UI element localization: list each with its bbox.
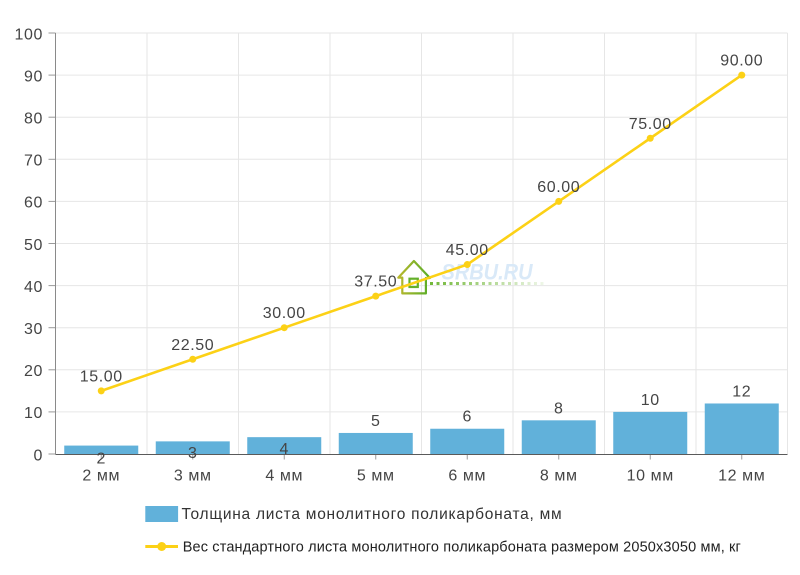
svg-text:70: 70 bbox=[24, 153, 43, 170]
svg-text:10: 10 bbox=[24, 405, 43, 422]
svg-text:30: 30 bbox=[24, 321, 43, 338]
svg-text:60.00: 60.00 bbox=[537, 179, 580, 196]
svg-text:Толщина листа монолитного поли: Толщина листа монолитного поликарбоната,… bbox=[182, 506, 563, 523]
svg-text:20: 20 bbox=[24, 363, 43, 380]
svg-text:3: 3 bbox=[188, 445, 198, 462]
svg-text:3 мм: 3 мм bbox=[174, 468, 212, 485]
svg-text:8 мм: 8 мм bbox=[540, 468, 578, 485]
svg-text:10 мм: 10 мм bbox=[627, 468, 674, 485]
svg-text:40: 40 bbox=[24, 279, 43, 296]
svg-text:50: 50 bbox=[24, 237, 43, 254]
svg-text:100: 100 bbox=[15, 26, 44, 43]
svg-text:2: 2 bbox=[97, 451, 107, 468]
svg-text:60: 60 bbox=[24, 195, 43, 212]
svg-text:90: 90 bbox=[24, 68, 43, 85]
svg-text:SRBU.RU: SRBU.RU bbox=[442, 260, 534, 285]
svg-text:12 мм: 12 мм bbox=[718, 468, 765, 485]
svg-text:75.00: 75.00 bbox=[629, 116, 672, 133]
svg-text:10: 10 bbox=[641, 392, 660, 409]
svg-text:6: 6 bbox=[463, 409, 473, 426]
svg-text:30.00: 30.00 bbox=[263, 305, 306, 322]
svg-text:37.50: 37.50 bbox=[354, 274, 397, 291]
svg-text:8: 8 bbox=[554, 400, 564, 417]
svg-text:0: 0 bbox=[34, 447, 44, 464]
svg-text:6 мм: 6 мм bbox=[448, 468, 486, 485]
svg-text:22.50: 22.50 bbox=[171, 337, 214, 354]
svg-text:4 мм: 4 мм bbox=[265, 468, 303, 485]
svg-text:45.00: 45.00 bbox=[446, 242, 489, 259]
svg-text:12: 12 bbox=[732, 384, 751, 401]
svg-text:80: 80 bbox=[24, 111, 43, 128]
svg-text:4: 4 bbox=[280, 441, 290, 458]
svg-text:2 мм: 2 мм bbox=[82, 468, 120, 485]
svg-text:90.00: 90.00 bbox=[720, 53, 763, 70]
svg-text:15.00: 15.00 bbox=[80, 368, 123, 385]
svg-text:5: 5 bbox=[371, 413, 381, 430]
svg-text:Вес стандартного листа монолит: Вес стандартного листа монолитного полик… bbox=[183, 539, 741, 555]
svg-text:5 мм: 5 мм bbox=[357, 468, 395, 485]
